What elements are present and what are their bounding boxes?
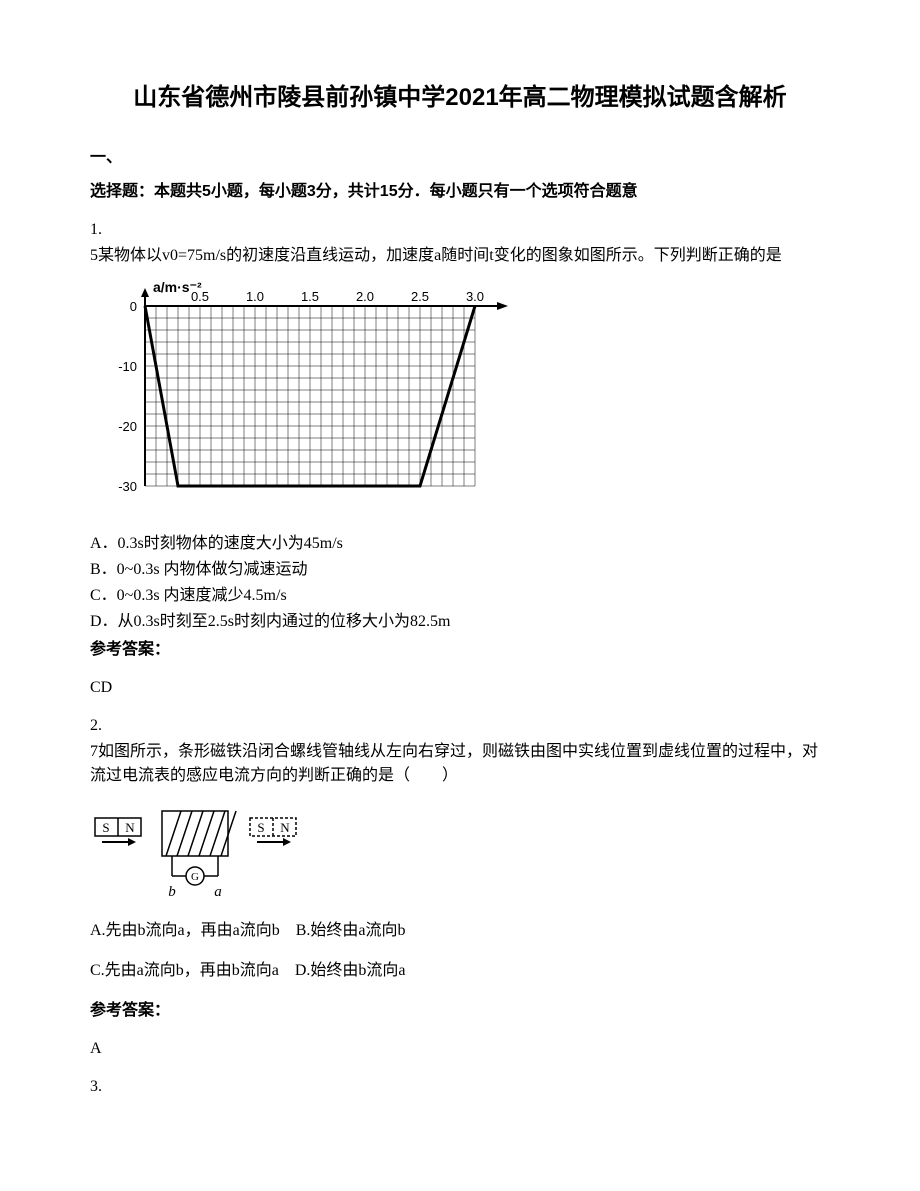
svg-text:N: N xyxy=(280,820,290,835)
q2-number: 2. xyxy=(90,714,830,738)
svg-text:-20: -20 xyxy=(118,419,137,434)
svg-text:S: S xyxy=(102,820,109,835)
svg-text:S: S xyxy=(257,820,264,835)
svg-text:3.0: 3.0 xyxy=(466,289,484,304)
svg-text:a/m·s⁻²: a/m·s⁻² xyxy=(153,279,202,295)
svg-text:b: b xyxy=(168,884,176,900)
svg-text:-30: -30 xyxy=(118,479,137,494)
q2-options-row1: A.先由b流向a，再由a流向b B.始终由a流向b xyxy=(90,919,830,943)
svg-text:2.0: 2.0 xyxy=(356,289,374,304)
section-one-label: 一、 xyxy=(90,146,830,170)
q1-text: 5某物体以v0=75m/s的初速度沿直线运动，加速度a随时间t变化的图象如图所示… xyxy=(90,244,830,268)
svg-text:-10: -10 xyxy=(118,359,137,374)
svg-text:2.5: 2.5 xyxy=(411,289,429,304)
q2-body: 如图所示，条形磁铁沿闭合螺线管轴线从左向右穿过，则磁铁由图中实线位置到虚线位置的… xyxy=(90,743,818,784)
q2-ans-label: 参考答案： xyxy=(90,999,830,1023)
q2-prefix: 7 xyxy=(90,743,98,760)
svg-text:a: a xyxy=(214,884,222,900)
q2-ans: A xyxy=(90,1037,830,1061)
q1-prefix: 5 xyxy=(90,247,98,264)
q2-diagram: S N S N Gb a xyxy=(90,806,830,909)
section-one-desc: 选择题：本题共5小题，每小题3分，共计15分．每小题只有一个选项符合题意 xyxy=(90,180,830,204)
q2-text: 7如图所示，条形磁铁沿闭合螺线管轴线从左向右穿过，则磁铁由图中实线位置到虚线位置… xyxy=(90,740,830,788)
q1-body: 某物体以v0=75m/s的初速度沿直线运动，加速度a随时间t变化的图象如图所示。… xyxy=(98,247,782,264)
svg-text:1.0: 1.0 xyxy=(246,289,264,304)
q3-number: 3. xyxy=(90,1075,830,1099)
svg-text:0: 0 xyxy=(130,299,137,314)
q1-chart: 0.51.01.52.02.53.00-10-20-30a/m·s⁻²t/s xyxy=(90,276,830,524)
q1-option-c: C．0~0.3s 内速度减少4.5m/s xyxy=(90,584,830,608)
q1-ans: CD xyxy=(90,676,830,700)
q1-option-b: B．0~0.3s 内物体做匀减速运动 xyxy=(90,558,830,582)
q1-ans-label: 参考答案： xyxy=(90,638,830,662)
svg-text:1.5: 1.5 xyxy=(301,289,319,304)
q1-number: 1. xyxy=(90,218,830,242)
page-title: 山东省德州市陵县前孙镇中学2021年高二物理模拟试题含解析 xyxy=(90,80,830,116)
q1-option-a: A．0.3s时刻物体的速度大小为45m/s xyxy=(90,532,830,556)
svg-text:N: N xyxy=(125,820,135,835)
q2-options-row2: C.先由a流向b，再由b流向a D.始终由b流向a xyxy=(90,959,830,983)
svg-text:G: G xyxy=(191,871,199,883)
q1-option-d: D．从0.3s时刻至2.5s时刻内通过的位移大小为82.5m xyxy=(90,610,830,634)
